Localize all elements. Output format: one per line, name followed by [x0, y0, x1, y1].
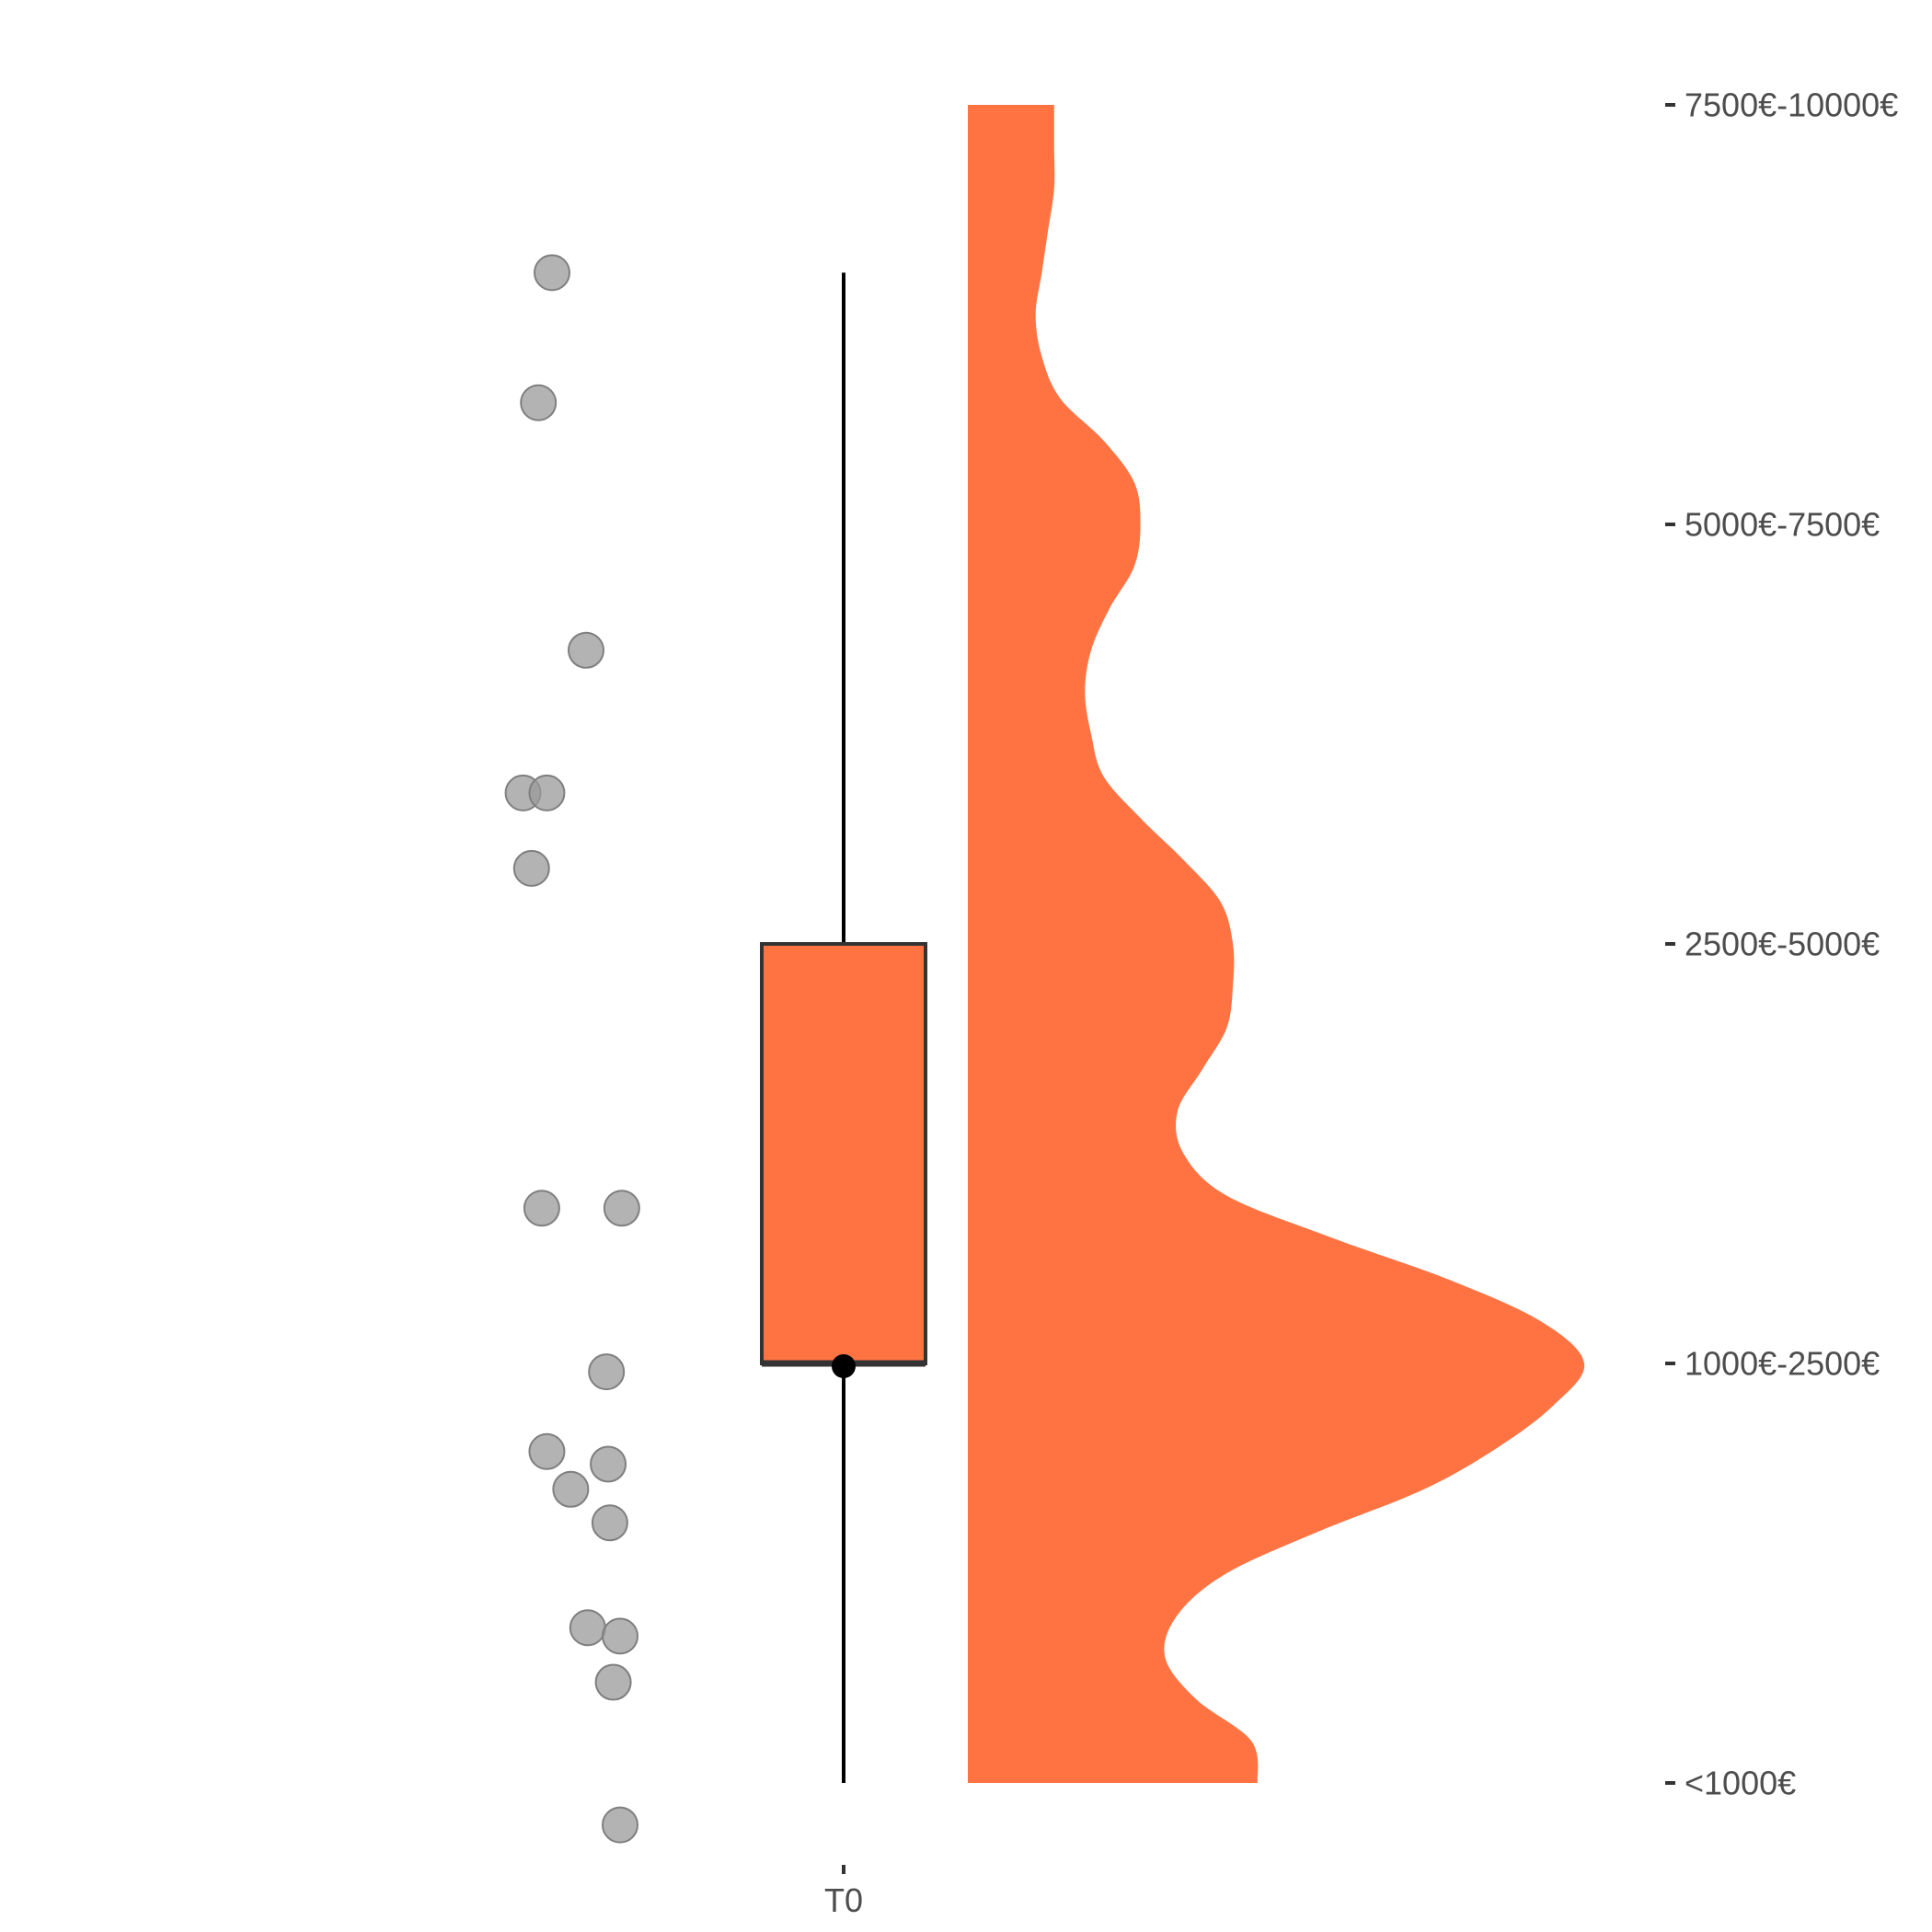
- data-point: [528, 1432, 566, 1470]
- box-iqr: [760, 942, 927, 1365]
- y-tick-label: <1000€: [1685, 1765, 1796, 1802]
- median-marker: [832, 1354, 856, 1378]
- data-point: [523, 1190, 560, 1227]
- data-point: [534, 254, 570, 292]
- x-axis: T0: [824, 1865, 863, 1919]
- data-point: [602, 1806, 638, 1844]
- data-point: [603, 1190, 640, 1227]
- y-tick-label: 2500€-5000€: [1685, 926, 1880, 963]
- y-tick-label: 7500€-10000€: [1685, 86, 1898, 124]
- data-point: [569, 1609, 606, 1647]
- y-tick-label: 1000€-2500€: [1685, 1345, 1880, 1383]
- density-cloud: [968, 105, 1585, 1783]
- data-point: [512, 849, 550, 887]
- data-point: [602, 1617, 638, 1655]
- boxplot: [760, 272, 927, 1783]
- data-point: [591, 1504, 628, 1542]
- data-point: [594, 1663, 632, 1701]
- data-point: [528, 774, 566, 811]
- y-tick-label: 5000€-7500€: [1685, 506, 1880, 544]
- data-point: [590, 1445, 627, 1483]
- x-tick-label: T0: [824, 1881, 863, 1919]
- jittered-points: [504, 254, 640, 1844]
- data-point: [552, 1470, 590, 1508]
- data-point: [588, 1353, 626, 1391]
- density-area: [968, 105, 1585, 1783]
- data-point: [520, 384, 558, 421]
- data-point: [568, 631, 604, 669]
- y-axis: <1000€ 1000€-2500€ 2500€-5000€ 5000€-7500€ 7…: [1665, 86, 1898, 1802]
